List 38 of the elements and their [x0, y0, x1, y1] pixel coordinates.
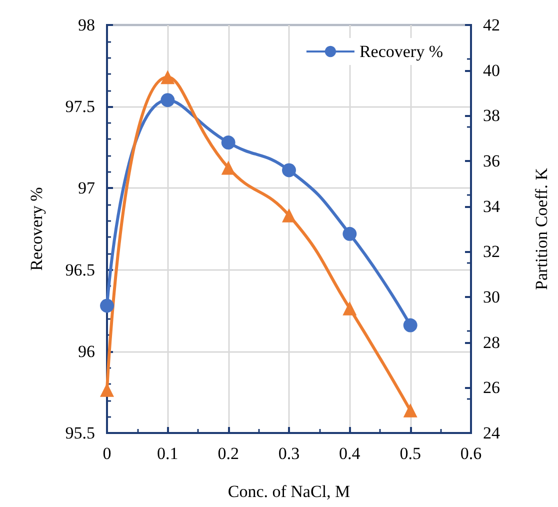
x-axis-title: Conc. of NaCl, M — [228, 482, 350, 501]
y-tick-label: 98 — [78, 16, 95, 34]
y2-tick-label: 24 — [483, 424, 500, 442]
y2-tick-label: 26 — [483, 378, 500, 398]
y2-tick-label: 32 — [483, 242, 500, 262]
y-tick-label: 97.5 — [65, 97, 95, 116]
y2-tick-label: 40 — [483, 60, 500, 80]
point — [221, 136, 236, 150]
point — [342, 301, 357, 316]
x-tick-label: 0.4 — [339, 444, 361, 463]
point — [403, 318, 418, 332]
x-tick-label: 0.2 — [218, 444, 239, 463]
point — [282, 208, 296, 222]
x-tick-label: 0.6 — [460, 444, 482, 463]
x-tick-label: 0 — [102, 444, 112, 463]
point — [282, 163, 296, 178]
x-tick-label: 0.3 — [278, 444, 300, 463]
y-tick-label: 96.5 — [65, 260, 95, 280]
x-tick-label: 0.5 — [400, 444, 421, 463]
y2-tick-label: 28 — [483, 332, 500, 352]
y2-axis-title: Partition Coeff. K — [532, 167, 551, 290]
point — [403, 403, 418, 418]
point — [342, 226, 357, 241]
point — [221, 160, 236, 175]
y2-tick-label: 34 — [483, 196, 500, 216]
point — [160, 70, 175, 84]
point — [100, 298, 114, 313]
y-tick-label: 97 — [78, 178, 96, 198]
y-tick-label: 95.5 — [65, 424, 95, 442]
y-tick-label: 96 — [78, 342, 95, 361]
legend-label: Recovery % — [359, 42, 444, 61]
y2-tick-label: 38 — [483, 106, 500, 126]
y2-tick-label: 36 — [483, 152, 500, 170]
point — [160, 93, 175, 108]
y2-tick-label: 42 — [483, 16, 500, 34]
y-axis-title: Recovery % — [27, 187, 46, 271]
y2-tick-label: 30 — [483, 288, 500, 306]
x-tick-label: 0.1 — [157, 444, 178, 463]
